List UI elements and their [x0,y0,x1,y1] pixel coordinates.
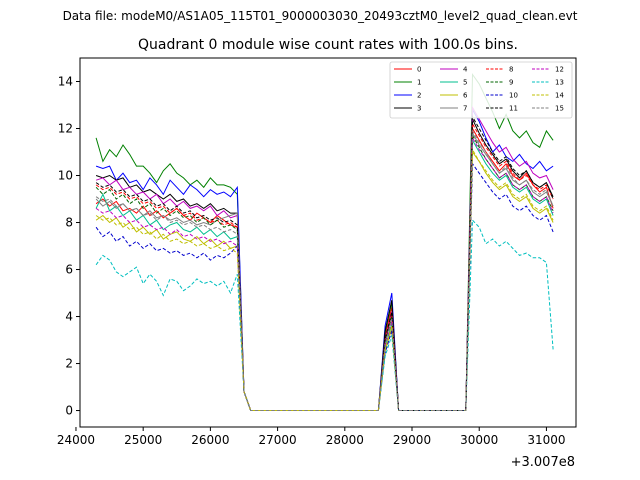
series-line-3 [95,118,554,411]
legend-label-15: 15 [555,105,564,113]
x-tick-label: 28000 [326,433,364,447]
x-offset-label: +3.007e8 [511,455,575,470]
x-tick-label: 30000 [460,433,498,447]
legend-label-2: 2 [417,92,421,100]
y-tick-label: 10 [58,169,73,183]
y-tick-label: 4 [65,310,73,324]
series-line-11 [95,114,554,411]
x-tick-label: 29000 [393,433,431,447]
legend-label-3: 3 [417,105,421,113]
series-line-15 [95,129,554,411]
legend-label-10: 10 [509,92,518,100]
legend-label-13: 13 [555,79,564,87]
x-tick-label: 26000 [191,433,229,447]
series-line-10 [95,162,554,411]
legend-label-5: 5 [463,79,467,87]
legend-label-7: 7 [463,105,467,113]
legend-label-8: 8 [509,66,513,74]
x-tick-label: 31000 [527,433,565,447]
legend-label-4: 4 [463,66,468,74]
x-tick-label: 24000 [57,433,95,447]
y-tick-label: 2 [65,357,73,371]
series-line-9 [95,133,554,411]
series-line-13 [95,218,554,411]
series-line-12 [95,136,554,411]
legend-label-12: 12 [555,66,564,74]
legend-label-6: 6 [463,92,468,100]
x-tick-label: 27000 [258,433,296,447]
series-line-7 [95,131,554,411]
y-tick-label: 12 [58,122,73,136]
legend-label-14: 14 [555,92,564,100]
legend-label-1: 1 [417,79,421,87]
suptitle: Data file: modeM0/AS1A05_115T01_90000030… [63,9,578,23]
y-tick-label: 8 [65,216,73,230]
series-line-8 [95,121,554,411]
series-line-14 [95,147,554,411]
series-line-2 [95,107,554,411]
y-tick-label: 14 [58,75,73,89]
series-line-1 [95,72,554,411]
y-tick-label: 6 [65,263,73,277]
legend-label-9: 9 [509,79,513,87]
series-layer [95,72,554,411]
legend-label-11: 11 [509,105,518,113]
legend-frame [389,61,573,119]
x-axis: 24000 25000 26000 27000 28000 29000 30000 31000 [57,427,566,447]
y-tick-label: 0 [65,404,73,418]
plot-area [79,57,577,428]
x-tick-label: 25000 [124,433,162,447]
y-axis: 0 2 4 6 8 10 12 14 [58,75,80,418]
legend-label-0: 0 [417,66,421,74]
chart-title: Quadrant 0 module wise count rates with … [138,37,518,53]
